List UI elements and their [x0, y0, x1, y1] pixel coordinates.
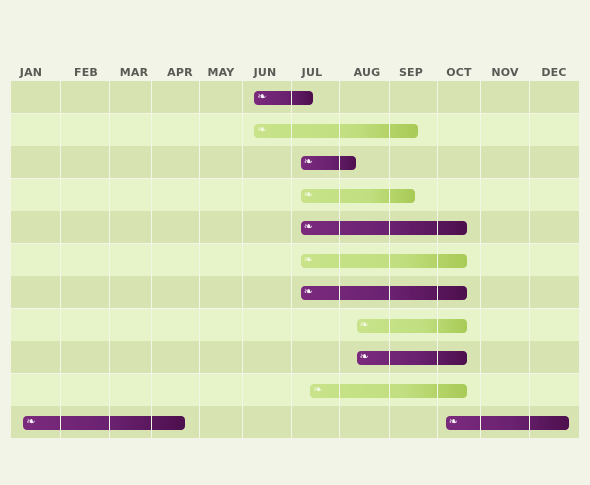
column-divider: [151, 81, 152, 439]
chart-row: ❧: [11, 178, 579, 211]
month-label-dec: DEC: [541, 66, 567, 79]
month-label-may: MAY: [207, 66, 235, 79]
chart-row: ❧: [11, 276, 579, 308]
purple-range-bar[interactable]: ❧: [300, 220, 468, 235]
leaf-flourish-icon: ❧: [26, 415, 36, 428]
month-label-aug: AUG: [353, 66, 381, 79]
green-range-bar[interactable]: ❧: [300, 187, 416, 203]
column-divider: [109, 81, 110, 439]
chart-row: ❧: [11, 308, 579, 341]
purple-range-bar[interactable]: ❧: [445, 415, 569, 430]
leaf-flourish-icon: ❧: [313, 382, 323, 396]
month-label-jul: JUL: [301, 66, 323, 79]
month-label-nov: NOV: [491, 66, 519, 79]
leaf-flourish-icon: ❧: [257, 122, 267, 136]
column-divider: [242, 81, 243, 439]
purple-range-bar[interactable]: ❧: [356, 350, 468, 365]
purple-range-bar[interactable]: ❧: [300, 155, 357, 170]
column-divider: [529, 81, 530, 439]
column-divider: [480, 81, 481, 439]
green-range-bar[interactable]: ❧: [310, 382, 468, 398]
column-divider: [339, 81, 340, 439]
leaf-flourish-icon: ❧: [303, 220, 313, 233]
leaf-flourish-icon: ❧: [303, 187, 313, 201]
chart-row: ❧: [11, 341, 579, 373]
leaf-flourish-icon: ❧: [359, 317, 369, 331]
purple-range-bar[interactable]: ❧: [300, 285, 468, 300]
leaf-flourish-icon: ❧: [448, 415, 458, 428]
column-divider: [199, 81, 200, 439]
green-range-bar[interactable]: ❧: [254, 122, 418, 138]
month-label-feb: FEB: [73, 66, 98, 79]
month-label-apr: APR: [167, 66, 193, 79]
month-label-oct: OCT: [446, 66, 472, 79]
leaf-flourish-icon: ❧: [303, 252, 313, 266]
green-range-bar[interactable]: ❧: [356, 317, 468, 333]
chart-row: ❧: [11, 113, 579, 146]
purple-range-bar[interactable]: ❧: [254, 90, 313, 105]
leaf-flourish-icon: ❧: [303, 155, 313, 168]
month-label-jan: JAN: [19, 66, 43, 79]
leaf-flourish-icon: ❧: [257, 90, 267, 103]
chart-row: ❧: [11, 81, 579, 113]
column-divider: [291, 81, 292, 439]
chart-row: ❧ ❧: [11, 406, 579, 438]
column-divider: [60, 81, 61, 439]
purple-range-bar[interactable]: ❧: [23, 415, 185, 430]
leaf-flourish-icon: ❧: [359, 350, 369, 363]
month-label-sep: SEP: [398, 66, 424, 79]
chart-row: ❧: [11, 146, 579, 178]
column-divider: [437, 81, 438, 439]
green-range-bar[interactable]: ❧: [300, 252, 468, 268]
chart-row: ❧: [11, 243, 579, 276]
month-label-mar: MAR: [119, 66, 149, 79]
month-label-jun: JUN: [253, 66, 277, 79]
leaf-flourish-icon: ❧: [303, 285, 313, 298]
column-divider: [389, 81, 390, 439]
chart-row: ❧: [11, 211, 579, 243]
chart-row: ❧: [11, 373, 579, 406]
